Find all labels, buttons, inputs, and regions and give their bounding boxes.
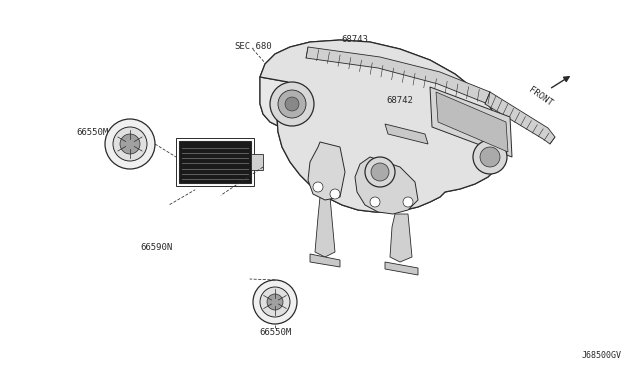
FancyBboxPatch shape [179,141,251,183]
Circle shape [285,97,299,111]
Polygon shape [436,92,508,152]
Polygon shape [260,40,505,192]
Text: SEC.680: SEC.680 [234,42,271,51]
Circle shape [365,157,395,187]
Circle shape [105,119,155,169]
Circle shape [370,197,380,207]
Polygon shape [260,40,505,212]
Circle shape [270,82,314,126]
Polygon shape [390,214,412,262]
Polygon shape [251,154,263,170]
Text: J68500GV: J68500GV [582,351,621,360]
Circle shape [120,134,140,154]
Polygon shape [260,77,445,212]
Text: FRONT: FRONT [527,85,554,108]
Circle shape [371,163,389,181]
Polygon shape [306,47,495,104]
Polygon shape [310,254,340,267]
Text: 66550M: 66550M [259,328,291,337]
Polygon shape [385,262,418,275]
Polygon shape [385,124,428,144]
Circle shape [260,287,290,317]
Circle shape [403,197,413,207]
Circle shape [330,189,340,199]
Circle shape [278,90,306,118]
Polygon shape [315,197,335,257]
Polygon shape [308,142,345,200]
Circle shape [480,147,500,167]
Circle shape [473,140,507,174]
Text: 66590N: 66590N [141,243,173,252]
Circle shape [253,280,297,324]
Polygon shape [430,87,512,157]
Text: 66550M: 66550M [77,128,109,137]
Circle shape [313,182,323,192]
Circle shape [267,294,283,310]
Polygon shape [485,92,555,144]
Text: 68743: 68743 [342,35,369,44]
Circle shape [113,127,147,161]
Text: 68742: 68742 [387,96,413,105]
Polygon shape [355,157,418,214]
